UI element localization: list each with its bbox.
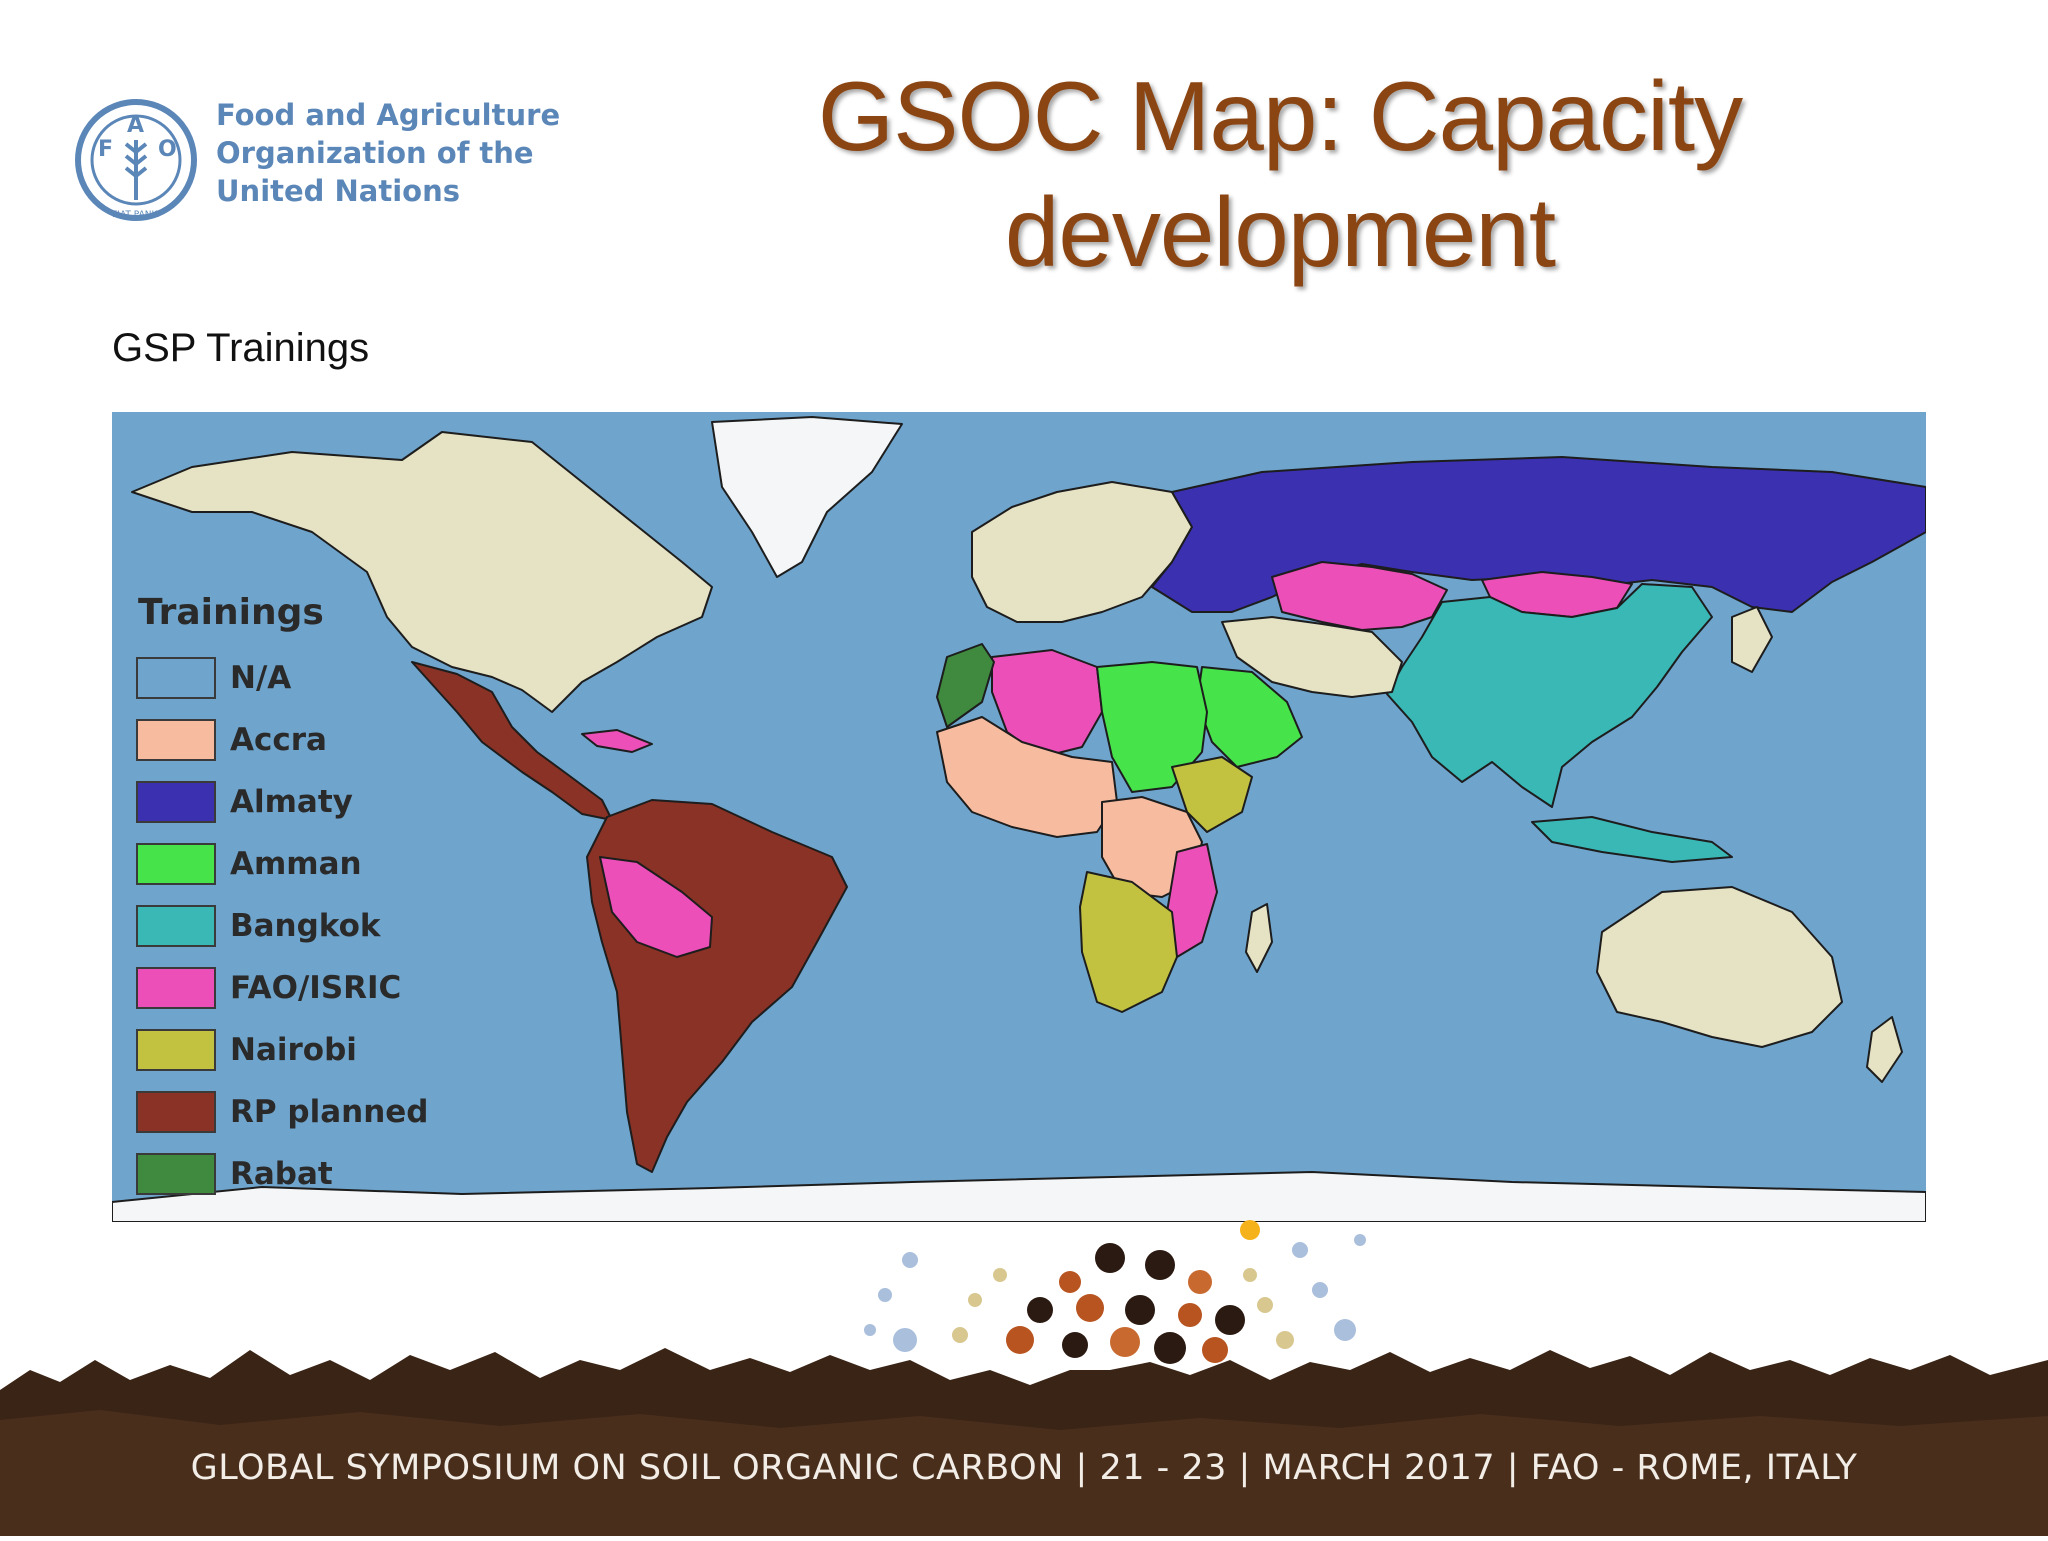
region-southern-africa xyxy=(1079,871,1178,1013)
legend-swatch xyxy=(136,657,216,699)
legend-swatch xyxy=(136,781,216,823)
legend-item: Bangkok xyxy=(136,895,436,957)
legend-item: FAO/ISRIC xyxy=(136,957,436,1019)
fao-line-3: United Nations xyxy=(216,174,460,208)
region-madagascar xyxy=(1245,903,1273,973)
map-legend: Trainings N/A Accra Almaty Amman Bangkok… xyxy=(136,592,436,1205)
region-north-america xyxy=(131,431,713,713)
legend-label: Rabat xyxy=(230,1156,333,1192)
fao-emblem-icon: F A O FIAT PANIS xyxy=(75,99,197,221)
legend-label: Amman xyxy=(230,846,362,882)
dot-pattern xyxy=(864,1234,1366,1364)
title-line-2: development xyxy=(1004,177,1556,287)
sun-icon xyxy=(1240,1220,1260,1240)
region-antarctica xyxy=(112,1170,1926,1222)
footer-artwork xyxy=(0,1220,2048,1536)
legend-item: Amman xyxy=(136,833,436,895)
emblem-letter-f: F xyxy=(98,137,113,162)
title-line-1: GSOC Map: Capacity xyxy=(817,61,1743,171)
region-australia xyxy=(1596,886,1843,1048)
legend-swatch xyxy=(136,843,216,885)
legend-swatch xyxy=(136,967,216,1009)
legend-label: Bangkok xyxy=(230,908,381,944)
region-peru-bolivia xyxy=(599,856,713,958)
fao-line-1: Food and Agriculture xyxy=(216,98,561,132)
region-japan xyxy=(1731,606,1773,673)
world-map-svg xyxy=(112,412,1926,1222)
legend-title: Trainings xyxy=(138,592,324,633)
legend-label: N/A xyxy=(230,660,292,696)
legend-label: FAO/ISRIC xyxy=(230,970,402,1006)
emblem-letter-o: O xyxy=(158,137,177,162)
region-indonesia xyxy=(1531,816,1733,863)
world-map: Trainings N/A Accra Almaty Amman Bangkok… xyxy=(112,412,1926,1222)
slide-subtitle: GSP Trainings xyxy=(112,326,370,370)
slide-title: GSOC Map: Capacity development xyxy=(760,58,1800,290)
legend-item: Nairobi xyxy=(136,1019,436,1081)
region-central-america xyxy=(411,661,613,821)
legend-label: RP planned xyxy=(230,1094,429,1130)
legend-item: Rabat xyxy=(136,1143,436,1205)
fao-line-2: Organization of the xyxy=(216,136,534,170)
region-caribbean xyxy=(581,729,653,753)
region-russia xyxy=(1151,456,1926,613)
footer-text: GLOBAL SYMPOSIUM ON SOIL ORGANIC CARBON … xyxy=(190,1448,1858,1488)
region-greenland xyxy=(711,416,903,578)
legend-item: Almaty xyxy=(136,771,436,833)
region-middle-east xyxy=(1221,616,1403,698)
footer-banner xyxy=(0,1220,2048,1536)
legend-label: Nairobi xyxy=(230,1032,357,1068)
region-east-africa xyxy=(1171,756,1253,833)
region-kazakhstan xyxy=(1271,561,1448,631)
fao-wordmark: Food and Agriculture Organization of the… xyxy=(216,96,561,210)
legend-label: Accra xyxy=(230,722,327,758)
emblem-letter-a: A xyxy=(127,113,144,138)
legend-swatch xyxy=(136,719,216,761)
region-algeria-mali xyxy=(991,649,1103,758)
legend-label: Almaty xyxy=(230,784,353,820)
legend-swatch xyxy=(136,1029,216,1071)
region-morocco xyxy=(936,643,995,728)
legend-swatch xyxy=(136,1153,216,1195)
legend-swatch xyxy=(136,905,216,947)
emblem-motto: FIAT PANIS xyxy=(112,210,160,220)
legend-swatch xyxy=(136,1091,216,1133)
fao-logo: F A O FIAT PANIS Food and Agriculture Or… xyxy=(72,92,560,222)
legend-item: N/A xyxy=(136,647,436,709)
region-new-zealand xyxy=(1866,1016,1903,1083)
legend-item: Accra xyxy=(136,709,436,771)
region-china-asia xyxy=(1386,583,1713,808)
legend-item: RP planned xyxy=(136,1081,436,1143)
